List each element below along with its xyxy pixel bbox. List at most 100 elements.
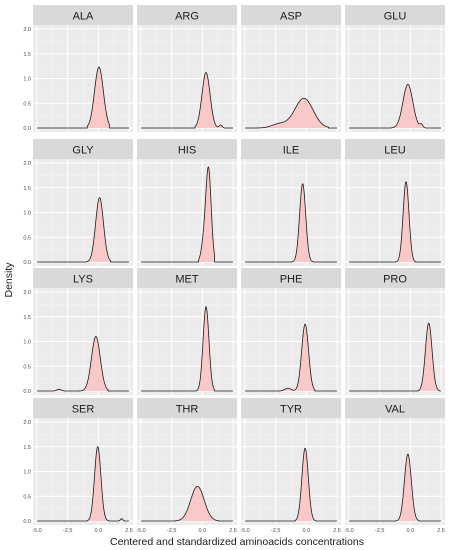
facet-strip-label: ARG xyxy=(175,11,199,23)
density-line-ser xyxy=(37,446,129,522)
y-tick-label: 0.5 xyxy=(23,364,31,370)
density-area-ser xyxy=(87,446,125,521)
x-tick-label: 0.0 xyxy=(303,528,311,534)
x-tick-label: 2.5 xyxy=(125,528,133,534)
facet-strip xyxy=(345,398,445,418)
density-line-tyr xyxy=(245,447,337,522)
y-tick-label: 1.5 xyxy=(23,445,31,451)
density-line-pro xyxy=(349,322,441,392)
density-line-glu xyxy=(349,84,441,129)
x-axis-title: Centered and standardized aminoacids con… xyxy=(110,536,364,548)
facet-strip xyxy=(345,268,445,288)
x-tick-label: 2.5 xyxy=(229,528,237,534)
density-line-phe xyxy=(245,323,337,392)
facet-strip xyxy=(137,398,237,418)
y-tick-label: 0.0 xyxy=(23,389,31,395)
facet-panel-pro: PRO xyxy=(345,268,445,395)
x-tick-label: 0.0 xyxy=(199,528,207,534)
facet-strip-label: THR xyxy=(176,404,199,416)
facet-strip-label: MET xyxy=(175,274,199,286)
y-tick-label: 1.0 xyxy=(23,470,31,476)
x-tick-label: 0.0 xyxy=(95,528,103,534)
facet-panel-thr: THR xyxy=(137,398,237,525)
y-tick-label: 2.0 xyxy=(23,290,31,296)
density-area-ala xyxy=(87,67,110,128)
density-area-arg xyxy=(194,72,225,128)
density-area-lys xyxy=(51,336,109,391)
x-tick-label: -5.0 xyxy=(344,528,353,534)
facet-panel-phe: PHE xyxy=(241,268,341,395)
facet-strip xyxy=(345,5,445,25)
density-area-met xyxy=(196,306,215,391)
density-area-thr xyxy=(175,486,219,521)
facet-strip-label: HIS xyxy=(178,145,196,157)
facet-strip xyxy=(241,268,341,288)
density-line-thr xyxy=(141,485,233,522)
x-tick-label: 2.5 xyxy=(437,528,445,534)
density-line-met xyxy=(141,306,233,392)
x-tick-label: -5.0 xyxy=(136,528,145,534)
x-tick-label: -2.5 xyxy=(271,528,280,534)
facet-strip xyxy=(33,268,133,288)
x-tick-label: 0.0 xyxy=(407,528,415,534)
facet-strip-label: GLU xyxy=(384,11,407,23)
density-area-ile xyxy=(291,183,314,262)
facet-strip-label: SER xyxy=(72,404,95,416)
facet-panels: ALA ARG ASP GLU GLY HIS ILE LEU LYS MET PHE PRO SER T… xyxy=(33,5,445,525)
density-line-his xyxy=(141,166,233,263)
x-tick-label: -2.5 xyxy=(167,528,176,534)
y-tick-label: 1.5 xyxy=(23,52,31,58)
y-tick-label: 1.0 xyxy=(23,211,31,217)
facet-strip-label: VAL xyxy=(385,404,405,416)
x-tick-label: -2.5 xyxy=(375,528,384,534)
density-line-leu xyxy=(349,181,441,263)
density-area-tyr xyxy=(295,448,317,521)
y-tick-label: 0.0 xyxy=(23,126,31,132)
y-tick-label: 2.0 xyxy=(23,161,31,167)
facet-strip-label: PHE xyxy=(280,274,303,286)
y-tick-label: 2.0 xyxy=(23,27,31,33)
y-tick-label: 1.5 xyxy=(23,186,31,192)
facet-strip xyxy=(33,5,133,25)
x-tick-label: -5.0 xyxy=(240,528,249,534)
density-area-pro xyxy=(417,323,440,391)
density-line-val xyxy=(349,453,441,522)
x-tick-label: 2.5 xyxy=(333,528,341,534)
x-tick-label: -2.5 xyxy=(63,528,72,534)
density-area-phe xyxy=(271,324,315,391)
facet-strip-label: TYR xyxy=(280,404,302,416)
axis-labels: 0.0 0.5 1.0 1.5 2.0 0.0 0.5 1.0 1.5 2.0 0.0 0.5 1.0 1… xyxy=(23,27,444,534)
y-tick-label: 0.5 xyxy=(23,101,31,107)
facet-panel-tyr: TYR xyxy=(241,398,341,525)
density-area-val xyxy=(395,454,419,521)
facet-strip-label: ILE xyxy=(283,145,300,157)
facet-panel-ser: SER xyxy=(33,398,133,525)
y-axis-title: Density xyxy=(3,262,15,298)
density-line-arg xyxy=(141,72,233,129)
facet-panel-met: MET xyxy=(137,268,237,395)
density-line-ile xyxy=(245,183,337,263)
facet-panel-lys: LYS xyxy=(33,268,133,395)
x-tick-label: -5.0 xyxy=(32,528,41,534)
facet-strip-label: ASP xyxy=(280,11,302,23)
facet-strip-label: LYS xyxy=(73,274,93,286)
facet-strip-label: PRO xyxy=(383,274,407,286)
y-tick-label: 1.0 xyxy=(23,77,31,83)
y-tick-label: 0.0 xyxy=(23,260,31,266)
facet-panel-asp: ASP xyxy=(241,5,341,132)
density-line-asp xyxy=(245,97,337,129)
facet-panel-ile: ILE xyxy=(241,139,341,266)
density-line-ala xyxy=(37,66,129,129)
facet-panel-ala: ALA xyxy=(33,5,133,132)
facet-strip xyxy=(137,139,237,159)
y-tick-label: 0.0 xyxy=(23,519,31,525)
facet-strip xyxy=(33,398,133,418)
facet-panel-leu: LEU xyxy=(345,139,445,266)
facet-panel-arg: ARG xyxy=(137,5,237,132)
y-tick-label: 0.5 xyxy=(23,235,31,241)
facet-strip xyxy=(137,268,237,288)
facet-panel-his: HIS xyxy=(137,139,237,266)
facet-panel-val: VAL xyxy=(345,398,445,525)
y-tick-label: 0.5 xyxy=(23,494,31,500)
